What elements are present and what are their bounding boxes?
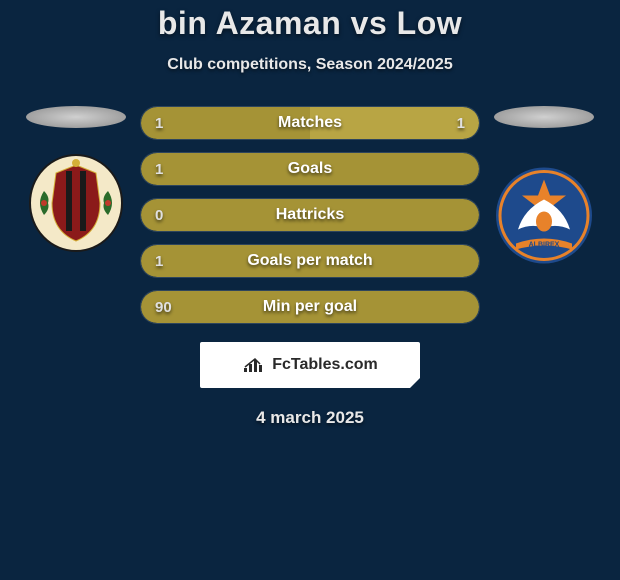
- stat-bar: 90Min per goal: [140, 290, 480, 324]
- stat-label: Goals: [141, 153, 479, 185]
- right-column: ALBIREX: [488, 106, 600, 265]
- stat-label: Matches: [141, 107, 479, 139]
- left-column: [20, 106, 132, 253]
- page-title: bin Azaman vs Low: [0, 5, 620, 42]
- player-placeholder-left: [26, 106, 126, 128]
- attribution-badge[interactable]: FcTables.com: [200, 342, 420, 388]
- stat-bar: 1Goals per match: [140, 244, 480, 278]
- left-club-badge: [26, 153, 126, 253]
- stat-bar: 0Hattricks: [140, 198, 480, 232]
- attribution-text: FcTables.com: [272, 356, 378, 374]
- subtitle: Club competitions, Season 2024/2025: [0, 56, 620, 74]
- comparison-card: bin Azaman vs Low Club competitions, Sea…: [0, 0, 620, 428]
- date-label: 4 march 2025: [0, 408, 620, 428]
- svg-text:ALBIREX: ALBIREX: [529, 241, 560, 248]
- stat-label: Min per goal: [141, 291, 479, 323]
- stat-bar: 11Matches: [140, 106, 480, 140]
- main-row: 11Matches 1Goals 0Hattricks 1Goals per matc…: [0, 106, 620, 324]
- stat-bar: 1Goals: [140, 152, 480, 186]
- right-club-badge: ALBIREX: [494, 165, 594, 265]
- stats-column: 11Matches 1Goals 0Hattricks 1Goals per matc…: [140, 106, 480, 324]
- shield-icon: [26, 153, 126, 253]
- stat-label: Goals per match: [141, 245, 479, 277]
- chart-icon: [242, 356, 266, 374]
- fold-corner: [409, 377, 421, 389]
- albirex-icon: ALBIREX: [494, 163, 594, 268]
- player-placeholder-right: [494, 106, 594, 128]
- stat-label: Hattricks: [141, 199, 479, 231]
